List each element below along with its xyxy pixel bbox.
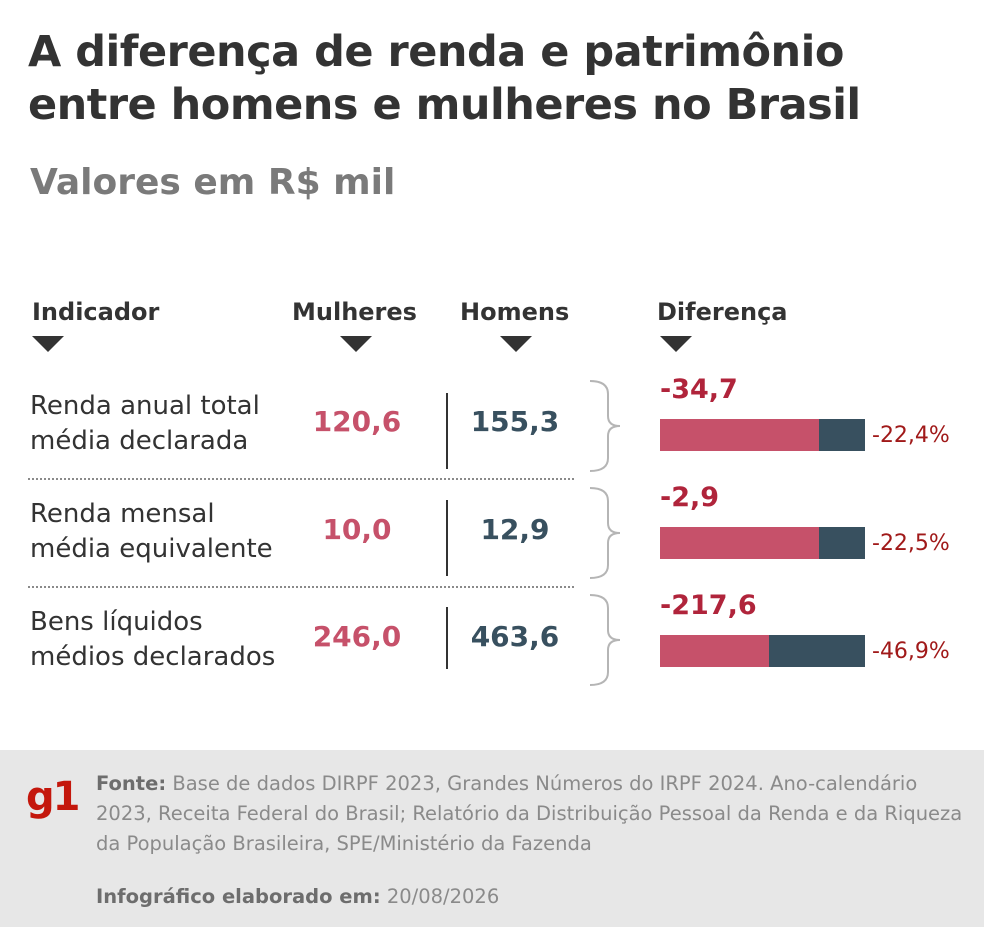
row-separator [28,478,574,480]
arrow-down-icon [500,336,532,352]
column-header-diferenca: Diferença [657,298,788,326]
column-header-indicador: Indicador [32,298,160,326]
value-mulheres: 120,6 [312,405,402,438]
source-note: Fonte: Base de dados DIRPF 2023, Grandes… [96,772,963,855]
column-header-mulheres: Mulheres [292,298,417,326]
value-homens: 463,6 [470,620,560,653]
column-divider [446,500,448,576]
bar-mulheres [660,527,819,559]
difference-value: -217,6 [660,590,757,621]
difference-percent: -22,4% [872,423,950,448]
brace-icon [589,380,621,472]
difference-percent: -46,9% [872,639,950,664]
row-separator [28,586,574,588]
value-homens: 155,3 [470,405,560,438]
value-mulheres: 10,0 [322,513,392,546]
bar-homens [660,635,865,667]
bar-homens [660,527,865,559]
bar-mulheres [660,635,769,667]
g1-logo: g1 [26,774,80,820]
row-label: Bens líquidos médios declarados [30,607,276,672]
brace-icon [589,594,621,686]
column-divider [446,393,448,469]
footer: g1 Fonte: Base de dados DIRPF 2023, Gran… [0,750,984,927]
chart-subtitle: Valores em R$ mil [30,162,396,203]
chart-title: A diferença de renda e patrimônio entre … [28,27,861,130]
difference-value: -2,9 [660,482,720,513]
bar-mulheres [660,419,820,451]
column-divider [446,607,448,669]
arrow-down-icon [660,336,692,352]
value-mulheres: 246,0 [312,620,402,653]
value-homens: 12,9 [480,513,550,546]
brace-icon [589,487,621,579]
difference-percent: -22,5% [872,531,950,556]
row-label: Renda mensal média equivalente [30,499,273,564]
creation-date-note: Infográfico elaborado em: 20/08/2026 [96,885,500,908]
difference-value: -34,7 [660,374,738,405]
row-label: Renda anual total média declarada [30,391,260,456]
bar-homens [660,419,865,451]
column-header-homens: Homens [460,298,570,326]
arrow-down-icon [340,336,372,352]
arrow-down-icon [32,336,64,352]
